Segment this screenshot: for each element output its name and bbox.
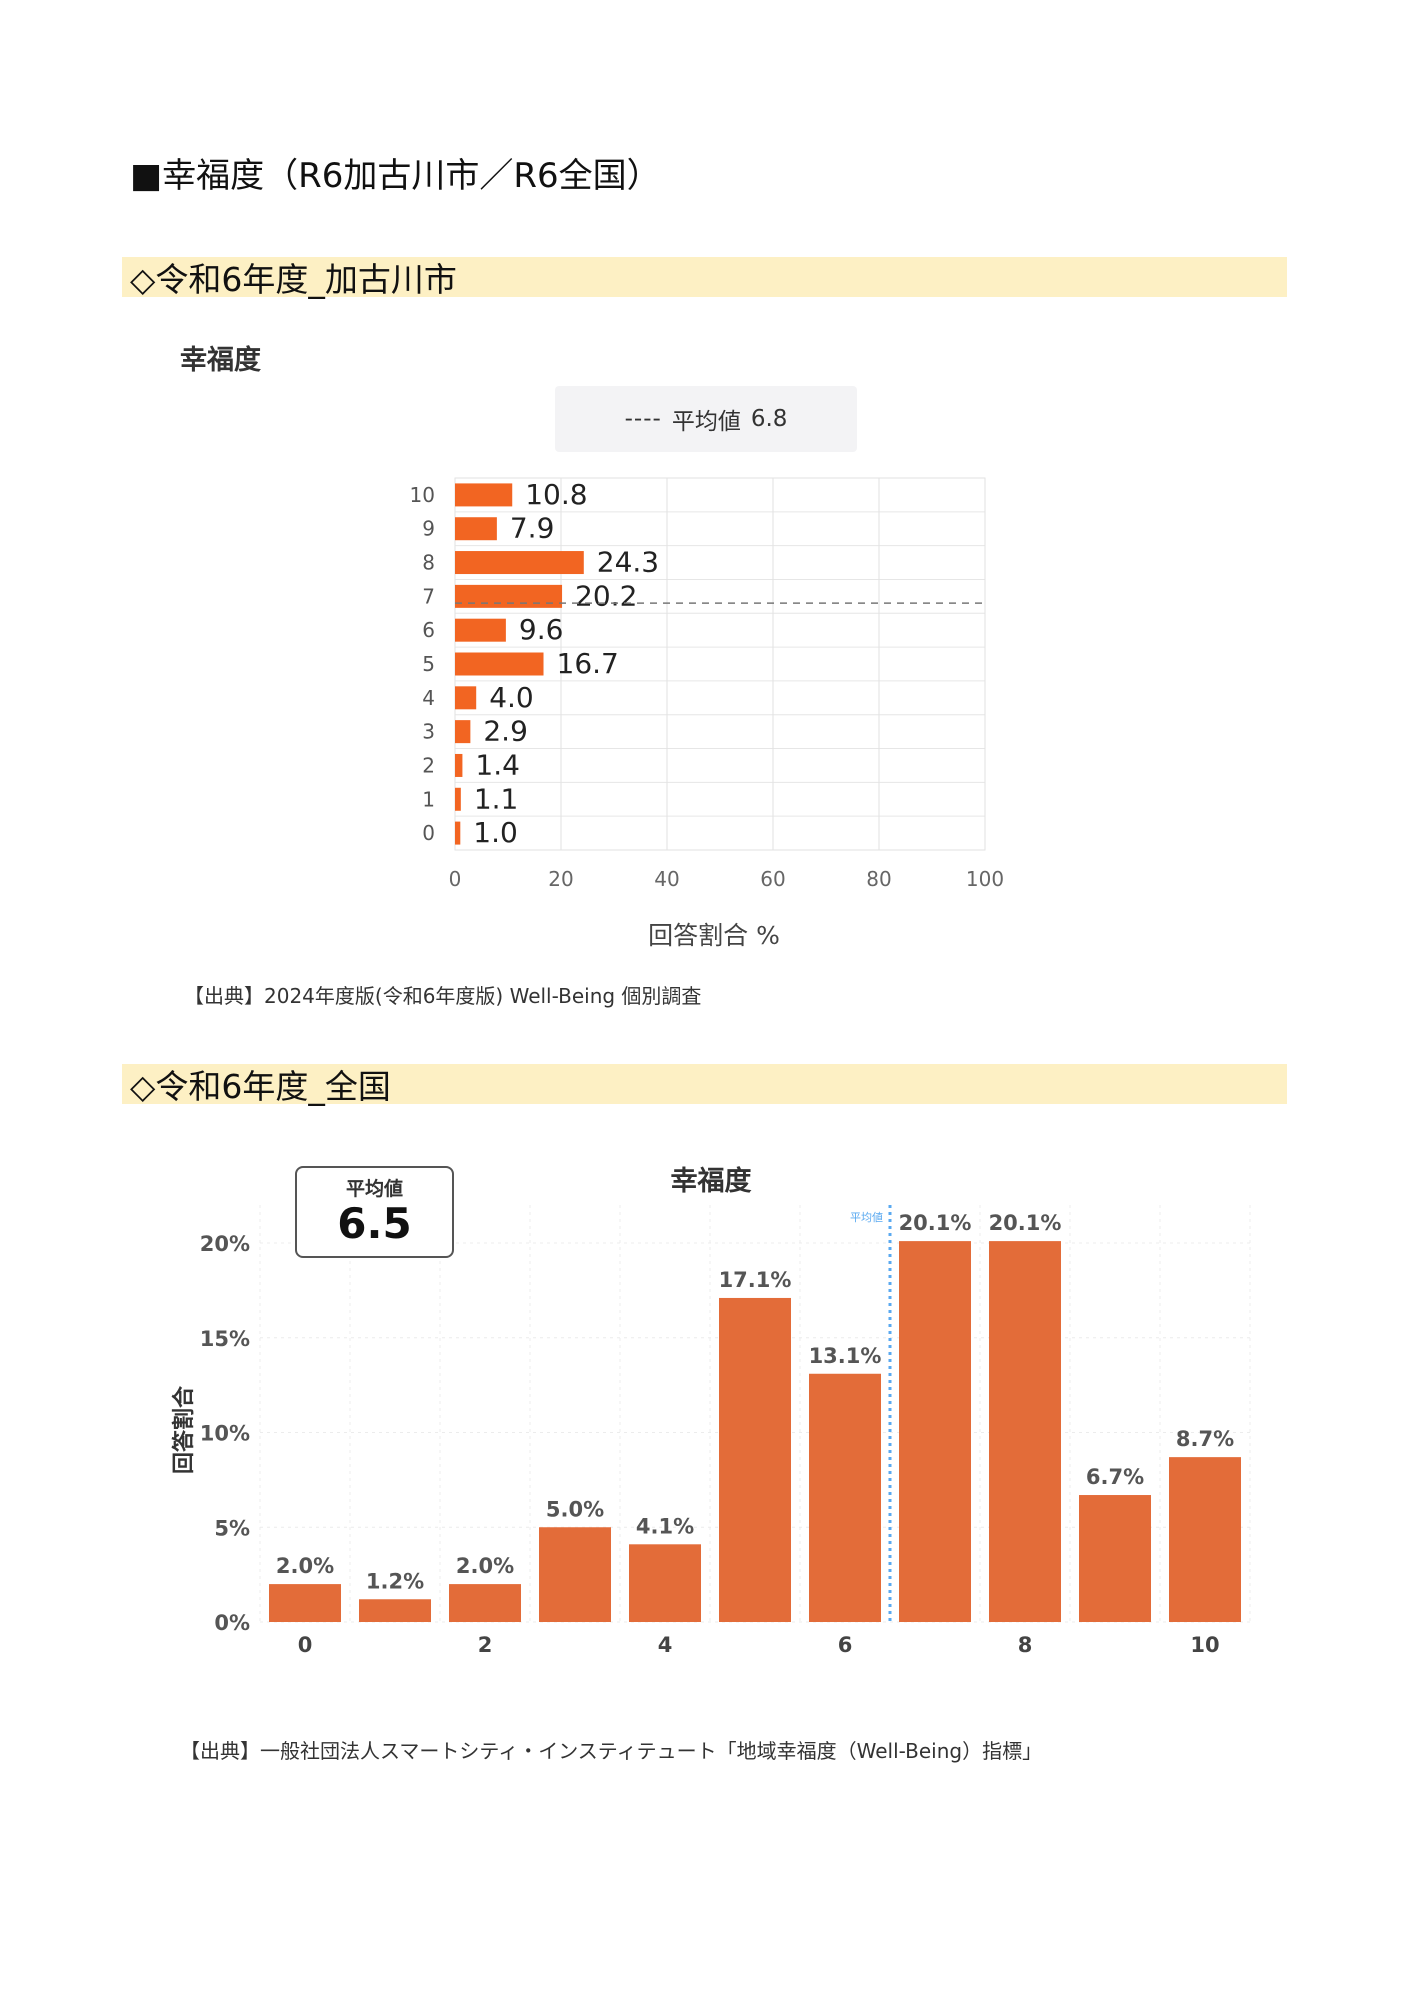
chart1-x-tick-label: 0 bbox=[449, 867, 462, 891]
chart1-y-tick-label: 8 bbox=[422, 551, 435, 575]
chart1-data-label: 16.7 bbox=[557, 647, 619, 680]
chart2-x-tick-label: 2 bbox=[478, 1633, 493, 1657]
chart2-bar bbox=[1169, 1457, 1241, 1622]
chart2-data-label: 20.1% bbox=[989, 1211, 1062, 1235]
chart1-bar bbox=[455, 686, 477, 710]
chart2-average-line-label: 平均値 bbox=[850, 1211, 883, 1224]
chart1-bar bbox=[455, 652, 544, 676]
chart1-bar bbox=[455, 753, 463, 777]
section-header-national-label: ◇令和6年度_全国 bbox=[130, 1067, 391, 1106]
chart2-average-box: 平均値 6.5 bbox=[295, 1166, 454, 1258]
chart1-y-tick-label: 4 bbox=[422, 686, 435, 710]
chart1-x-tick-label: 40 bbox=[654, 867, 679, 891]
chart2-x-tick-label: 8 bbox=[1018, 1633, 1033, 1657]
chart1-x-tick-label: 80 bbox=[866, 867, 891, 891]
chart1-bar bbox=[455, 787, 461, 811]
chart2-data-label: 17.1% bbox=[719, 1268, 792, 1292]
chart1-data-label: 1.1 bbox=[474, 782, 519, 815]
chart2-x-tick-label: 0 bbox=[298, 1633, 313, 1657]
chart2-data-label: 5.0% bbox=[546, 1497, 604, 1521]
chart1-x-tick-label: 100 bbox=[966, 867, 1004, 891]
chart2-title: 幸福度 bbox=[671, 1165, 752, 1197]
chart2-y-tick-label: 20% bbox=[200, 1232, 250, 1256]
chart1-bar bbox=[455, 483, 513, 507]
chart1-y-tick-label: 5 bbox=[422, 652, 435, 676]
chart1-data-label: 9.6 bbox=[519, 613, 564, 646]
chart2-x-tick-label: 6 bbox=[838, 1633, 853, 1657]
page-title: ■幸福度（R6加古川市／R6全国） bbox=[130, 156, 661, 196]
chart2-data-label: 1.2% bbox=[366, 1569, 424, 1593]
chart1-y-tick-label: 1 bbox=[422, 787, 435, 811]
chart1-y-tick-label: 7 bbox=[422, 584, 435, 608]
chart1-data-label: 20.2 bbox=[575, 579, 637, 612]
chart2-source: 【出典】一般社団法人スマートシティ・インスティテュート「地域幸福度（Well-B… bbox=[180, 1739, 1043, 1763]
chart1-legend-label: 平均値 bbox=[671, 409, 741, 435]
chart2-bar bbox=[449, 1584, 521, 1622]
chart1-bar bbox=[455, 551, 584, 575]
chart2-bar bbox=[269, 1584, 341, 1622]
chart2-y-tick-label: 0% bbox=[214, 1611, 250, 1635]
chart1-data-label: 4.0 bbox=[489, 681, 534, 714]
chart2-x-tick-label: 10 bbox=[1190, 1633, 1219, 1657]
chart2-bar bbox=[809, 1373, 881, 1622]
chart1-data-label: 1.0 bbox=[473, 816, 518, 849]
chart1-bar bbox=[455, 720, 471, 744]
chart2-data-label: 13.1% bbox=[809, 1344, 882, 1368]
chart1-data-label: 24.3 bbox=[597, 546, 659, 579]
chart1-bar bbox=[455, 618, 506, 642]
chart1-legend-dash: ---- bbox=[624, 406, 662, 432]
chart2-y-tick-label: 5% bbox=[214, 1516, 250, 1540]
chart2-bar bbox=[899, 1241, 971, 1622]
chart1-data-label: 10.8 bbox=[525, 478, 587, 511]
chart1-y-tick-label: 9 bbox=[422, 517, 435, 541]
chart1-bar bbox=[455, 517, 497, 541]
chart2-average-box-value: 6.5 bbox=[337, 1199, 412, 1248]
chart1-y-tick-label: 6 bbox=[422, 618, 435, 642]
chart1-title: 幸福度 bbox=[180, 345, 261, 376]
chart1-bar bbox=[455, 584, 563, 608]
chart1-x-tick-label: 60 bbox=[760, 867, 785, 891]
chart1-y-tick-label: 10 bbox=[410, 483, 435, 507]
chart2-average-box-label: 平均値 bbox=[345, 1178, 403, 1200]
chart2-y-tick-label: 15% bbox=[200, 1327, 250, 1351]
section-header-national: ◇令和6年度_全国 bbox=[122, 1064, 1287, 1106]
chart2-plot: 幸福度 0% 5% 10% 15% 20% 回答割合 2.0% 1.2% 2.0% 5.0% 4.1%… bbox=[171, 1165, 1251, 1657]
section-header-kakogawa-label: ◇令和6年度_加古川市 bbox=[130, 260, 457, 299]
chart1-y-tick-label: 0 bbox=[422, 821, 435, 845]
chart1-y-tick-label: 2 bbox=[422, 753, 435, 777]
section-header-kakogawa: ◇令和6年度_加古川市 bbox=[122, 257, 1287, 299]
chart1-y-tick-label: 3 bbox=[422, 720, 435, 744]
chart1-data-label: 2.9 bbox=[483, 715, 528, 748]
chart1-legend-value: 6.8 bbox=[750, 406, 788, 432]
chart1-data-label: 7.9 bbox=[510, 512, 555, 545]
chart1-source: 【出典】2024年度版(令和6年度版) Well-Being 個別調査 bbox=[184, 984, 702, 1008]
chart2-y-tick-label: 10% bbox=[200, 1422, 250, 1446]
chart2-y-axis-label: 回答割合 bbox=[171, 1385, 197, 1474]
chart2-data-label: 2.0% bbox=[276, 1554, 334, 1578]
chart2-bar bbox=[1079, 1495, 1151, 1622]
chart2-data-label: 4.1% bbox=[636, 1514, 694, 1538]
chart2-data-label: 6.7% bbox=[1086, 1465, 1144, 1489]
chart1-bar bbox=[455, 821, 461, 845]
chart1-x-tick-label: 20 bbox=[548, 867, 573, 891]
chart2-data-label: 8.7% bbox=[1176, 1427, 1234, 1451]
chart2-data-label: 20.1% bbox=[899, 1211, 972, 1235]
chart1-x-axis-label: 回答割合 % bbox=[648, 921, 780, 950]
chart2-bar bbox=[539, 1527, 611, 1622]
chart1-legend: ---- 平均値 6.8 bbox=[555, 386, 857, 452]
chart2-bar bbox=[629, 1544, 701, 1622]
chart2-bar bbox=[719, 1297, 791, 1622]
chart2-bar bbox=[989, 1241, 1061, 1622]
chart2-x-tick-label: 4 bbox=[658, 1633, 673, 1657]
chart2-bar bbox=[359, 1599, 431, 1622]
chart1-data-label: 1.4 bbox=[475, 748, 520, 781]
chart2-data-label: 2.0% bbox=[456, 1554, 514, 1578]
